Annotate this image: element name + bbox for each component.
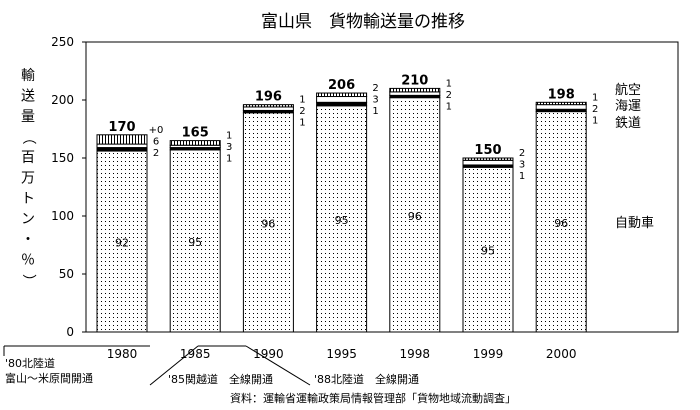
- bar-share-label: 3: [519, 160, 525, 171]
- legend-entry: 航空: [615, 82, 641, 98]
- annotation-1985: '85関越道 全線開通: [168, 372, 273, 386]
- legend-entry: 海運: [615, 99, 641, 114]
- bar-share-label: 1: [446, 78, 452, 89]
- bar-segment: [96, 147, 148, 152]
- bar-share-label: 92: [115, 237, 129, 250]
- bar-segment: [316, 92, 368, 98]
- bar-total-label: 170: [108, 120, 135, 135]
- legend-entry: 鉄道: [615, 116, 641, 131]
- y-axis-label-char: 万: [21, 171, 35, 187]
- bar-share-label: 95: [188, 236, 202, 249]
- bar-segment: [535, 104, 587, 110]
- annotation-leader: [149, 345, 199, 386]
- y-axis-label-char: ％: [21, 253, 35, 269]
- bar-segment: [316, 101, 368, 107]
- bar-segment: [535, 111, 587, 333]
- bar-share-label: 6: [153, 136, 159, 147]
- bar-share-label: 1: [519, 171, 525, 182]
- y-axis-label-char: ・: [21, 232, 35, 248]
- bar-segment: [242, 104, 294, 108]
- bar-segment: [389, 91, 441, 96]
- bar-share-label: 1: [299, 118, 305, 129]
- source-note: 資料：運輸省運輸政策局情報管理部「貨物地域流動調査」: [230, 391, 516, 405]
- chart-title: 富山県 貨物輸送量の推移: [261, 12, 465, 32]
- bar-segment: [96, 134, 148, 145]
- x-tick-label: 2000: [546, 347, 577, 361]
- bar-segment: [316, 96, 368, 103]
- bar-segment: [96, 143, 148, 149]
- y-axis-label-char: ン: [21, 212, 35, 228]
- bar-share-label: 1: [592, 92, 598, 103]
- bar-segment: [462, 159, 514, 166]
- bar-total-label: 196: [255, 90, 282, 105]
- plot-frame: [85, 41, 679, 333]
- annotation-1980: 富山～米原間開通: [5, 371, 93, 385]
- y-tick-label: 200: [51, 93, 74, 107]
- bar-segment: [169, 149, 221, 333]
- bar-share-label: 95: [335, 214, 349, 227]
- bars: 17092+0621659513119696121206952312109612…: [96, 73, 598, 333]
- bar-segment: [535, 101, 587, 106]
- bar-segment: [462, 166, 514, 333]
- bar-segment: [316, 105, 368, 333]
- bar-share-label: 3: [372, 95, 378, 106]
- y-axis-label-char: 量: [21, 109, 35, 125]
- bar-share-label: 2: [519, 148, 525, 159]
- y-tick-label: 0: [66, 325, 74, 339]
- bar-segment: [242, 106, 294, 111]
- bar-share-label: 2: [592, 104, 598, 115]
- y-axis-label-char: ）: [20, 274, 36, 288]
- x-tick-label: 1990: [253, 347, 284, 361]
- annotation-leader: [245, 345, 311, 386]
- bar-segment: [242, 112, 294, 333]
- bar-total-label: 198: [548, 87, 575, 102]
- x-axis-ticks: 1980 1985 1990 1995 1998 1999 2000: [107, 347, 577, 361]
- bar-share-label: 1: [372, 106, 378, 117]
- annotation-1988: '88北陸道 全線開通: [314, 372, 419, 386]
- bar-share-label: 1: [446, 101, 452, 112]
- y-axis-label-char: 送: [21, 89, 35, 105]
- y-axis-label-char: 輸: [21, 68, 35, 84]
- bar-share-label: 3: [226, 142, 232, 153]
- bar-share-label: 95: [481, 245, 495, 258]
- bar-share-label: 96: [408, 210, 422, 223]
- bar-share-label: 96: [261, 217, 275, 230]
- x-tick-label: 1995: [326, 347, 357, 361]
- bar-total-label: 210: [401, 73, 428, 88]
- annotation-1980: '80北陸道: [5, 356, 55, 370]
- y-tick-label: 150: [51, 151, 74, 165]
- bar-share-label: 1: [226, 131, 232, 142]
- y-axis-label-char: ト: [21, 191, 35, 207]
- bar-segment: [389, 87, 441, 93]
- bar-share-label: +0: [149, 125, 164, 136]
- x-tick-label: 1985: [180, 347, 211, 361]
- bar-segment: [462, 157, 514, 161]
- bar-total-label: 206: [328, 78, 355, 93]
- x-tick-label: 1980: [107, 347, 138, 361]
- bar-total-label: 165: [182, 126, 209, 141]
- bar-share-label: 96: [554, 217, 568, 230]
- bar-share-label: 2: [153, 148, 159, 159]
- bar-share-label: 2: [446, 90, 452, 101]
- y-axis-ticks: 0 50 100 150 200 250: [51, 35, 86, 339]
- bar-share-label: 2: [299, 106, 305, 117]
- y-axis-label-char: 百: [21, 150, 35, 166]
- bar-segment: [169, 140, 221, 146]
- y-tick-label: 50: [59, 267, 74, 281]
- bar-share-label: 2: [372, 83, 378, 94]
- bar-share-label: 1: [592, 115, 598, 126]
- y-tick-label: 250: [51, 35, 74, 49]
- legend-entry: 自動車: [615, 216, 654, 231]
- bar-share-label: 1: [299, 95, 305, 106]
- bar-share-label: 1: [226, 154, 232, 165]
- y-tick-label: 100: [51, 209, 74, 223]
- bar-total-label: 150: [474, 143, 501, 158]
- x-tick-label: 1998: [400, 347, 431, 361]
- y-axis-label-char: （: [20, 131, 36, 145]
- x-tick-label: 1999: [473, 347, 504, 361]
